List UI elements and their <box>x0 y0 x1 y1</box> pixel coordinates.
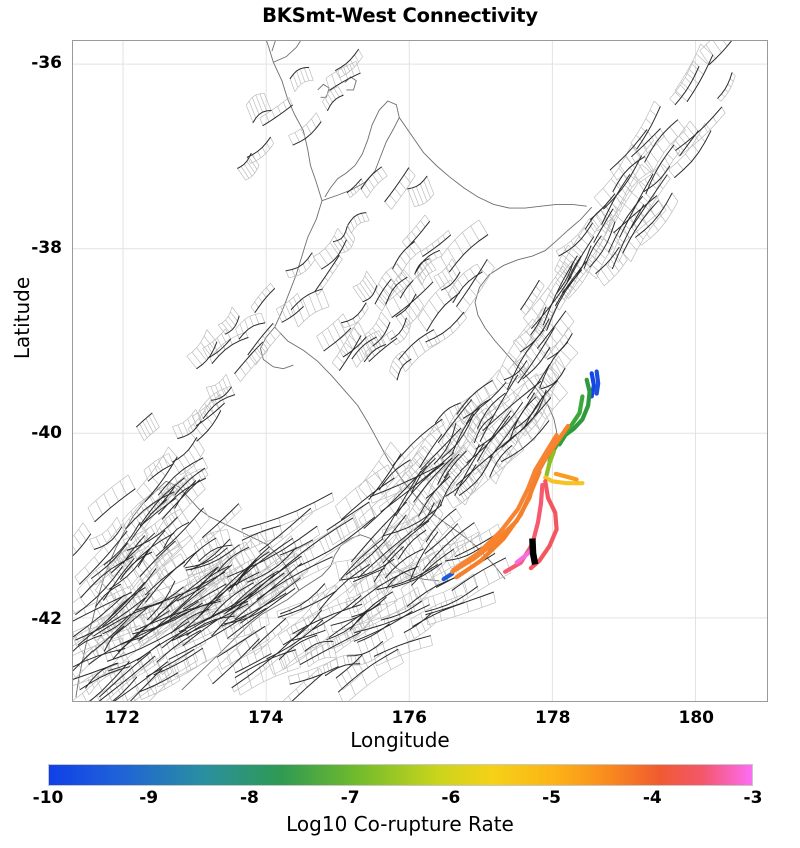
map-svg <box>73 41 767 701</box>
source-fault <box>529 538 539 566</box>
x-tick-1: 174 <box>247 708 284 728</box>
colorbar <box>48 764 753 786</box>
connected-fault-12 <box>503 482 545 574</box>
connected-fault-1 <box>594 369 601 396</box>
colorbar-tick-4: -6 <box>441 788 461 808</box>
colorbar-tick-7: -3 <box>743 788 763 808</box>
colorbar-tick-5: -5 <box>542 788 561 808</box>
connected-fault-11 <box>528 479 559 571</box>
y-axis-label: Latitude <box>10 276 34 360</box>
x-axis-label: Longitude <box>350 728 450 752</box>
fault-surface-polygons-layer <box>73 41 736 701</box>
fault-traces-layer <box>73 41 733 701</box>
y-tick-3: -42 <box>31 608 62 629</box>
connected-fault-0 <box>589 371 596 399</box>
colorbar-tick-3: -7 <box>340 788 360 808</box>
x-tick-0: 172 <box>104 708 140 728</box>
map-plot-area <box>72 40 768 702</box>
connected-fault-6 <box>543 475 585 486</box>
colorbar-label: Log10 Co-rupture Rate <box>286 812 514 836</box>
connected-fault-7 <box>553 471 579 482</box>
gridlines <box>73 41 767 701</box>
source-fault-trace <box>529 538 539 566</box>
x-tick-2: 176 <box>391 708 427 728</box>
coastline-layer <box>75 41 593 698</box>
connected-fault-5 <box>544 449 556 477</box>
colorbar-tick-2: -8 <box>239 788 259 808</box>
colorbar-tick-labels: -10 -9 -8 -7 -6 -5 -4 -3 <box>0 788 800 810</box>
y-tick-1: -38 <box>31 238 62 259</box>
y-tick-0: -36 <box>31 53 62 74</box>
colorbar-tick-0: -10 <box>32 788 64 808</box>
connected-fault-13 <box>514 547 535 565</box>
connected-fault-10 <box>454 469 542 580</box>
page-title: BKSmt-West Connectivity <box>262 4 538 27</box>
colorbar-tick-1: -9 <box>139 788 159 808</box>
colorbar-tick-6: -4 <box>642 788 662 808</box>
connected-fault-9 <box>451 433 559 572</box>
x-tick-3: 178 <box>534 708 571 728</box>
connected-fault-2 <box>441 571 455 582</box>
x-tick-4: 180 <box>678 708 714 728</box>
connected-faults-layer <box>441 369 601 582</box>
y-tick-2: -40 <box>31 423 62 444</box>
